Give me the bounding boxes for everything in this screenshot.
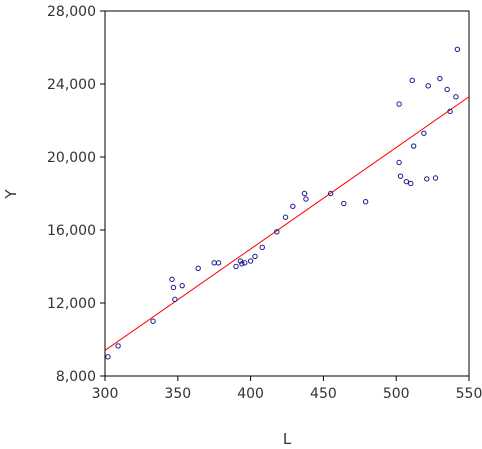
data-point <box>421 130 427 136</box>
x-tick-label: 400 <box>237 386 264 402</box>
data-point <box>242 260 248 266</box>
data-point <box>247 258 254 264</box>
x-tick-label: 350 <box>164 386 191 402</box>
data-point <box>397 173 404 179</box>
data-point <box>303 196 309 202</box>
data-point <box>105 354 111 360</box>
data-point <box>239 261 245 267</box>
y-tick-label: 24,000 <box>47 77 96 93</box>
y-tick-label: 12,000 <box>47 296 96 312</box>
data-point <box>172 296 178 303</box>
x-tick-label: 500 <box>383 386 410 402</box>
y-tick-label: 8,000 <box>56 369 96 385</box>
x-tick-label: 450 <box>310 386 337 402</box>
data-point <box>259 244 265 251</box>
data-point <box>233 263 239 270</box>
data-point <box>252 253 258 260</box>
data-point <box>432 175 439 181</box>
x-tick-label: 550 <box>456 386 482 402</box>
data-point <box>115 343 121 349</box>
y-tick-label: 16,000 <box>47 223 96 239</box>
data-point <box>444 86 450 93</box>
x-axis-ticks: 300 350 400 450 500 550 <box>92 376 482 402</box>
data-point <box>403 178 410 185</box>
data-point <box>396 159 402 166</box>
data-point <box>396 101 402 107</box>
data-point <box>327 190 334 197</box>
data-point <box>341 200 347 207</box>
data-point <box>454 46 461 53</box>
data-point <box>447 108 453 115</box>
data-point <box>409 77 415 84</box>
data-point <box>150 318 156 324</box>
data-points <box>105 46 461 360</box>
x-axis-label: L <box>283 430 292 448</box>
y-tick-label: 28,000 <box>47 4 96 20</box>
data-point <box>179 282 185 289</box>
data-point <box>211 260 217 266</box>
data-point <box>215 260 222 266</box>
data-point <box>282 214 289 220</box>
data-point <box>424 176 430 182</box>
data-point <box>362 199 369 205</box>
data-point <box>408 180 414 187</box>
data-point <box>425 83 431 89</box>
fit-line <box>104 96 470 351</box>
data-point <box>195 265 201 272</box>
data-point <box>453 94 459 100</box>
data-point <box>410 143 417 149</box>
y-axis-label: Y <box>2 189 20 200</box>
y-axis-ticks: 8,000 12,000 16,000 20,000 24,000 28,000 <box>47 4 105 385</box>
data-point <box>170 284 177 291</box>
data-point <box>237 258 244 264</box>
x-tick-label: 300 <box>92 386 119 402</box>
data-point <box>290 203 296 209</box>
data-point <box>301 190 308 197</box>
data-point <box>169 276 175 282</box>
data-point <box>274 229 280 235</box>
fit-line-group <box>104 96 470 351</box>
data-point <box>437 75 443 82</box>
plot-frame <box>104 10 470 377</box>
y-tick-label: 20,000 <box>47 150 96 166</box>
